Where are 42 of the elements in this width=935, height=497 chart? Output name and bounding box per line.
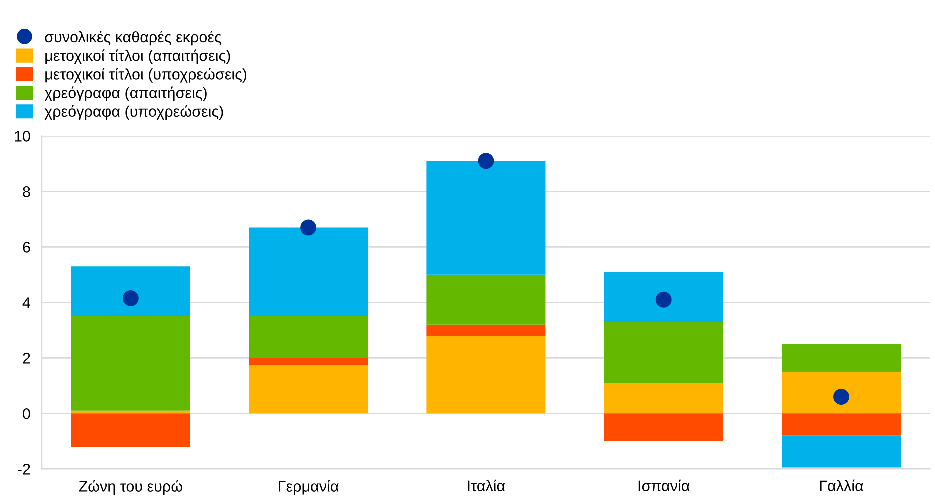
legend-label: συνολικές καθαρές εκροές	[45, 30, 222, 46]
bar	[71, 316, 190, 411]
bar	[426, 324, 546, 336]
y-tick-label: 10	[15, 131, 30, 142]
bar	[604, 414, 724, 442]
bar	[249, 316, 368, 358]
x-tick-label: Ζώνη του ευρώ	[79, 480, 182, 495]
bar	[71, 266, 190, 317]
bar	[426, 161, 546, 275]
bar	[782, 414, 902, 436]
y-tick-label: 6	[23, 242, 30, 253]
bar	[604, 383, 724, 414]
legend-label: μετοχικοί τίτλοι (απαιτήσεις)	[46, 50, 230, 64]
x-tick-label: Ισπανία	[638, 480, 690, 492]
y-tick-label: 4	[22, 298, 31, 308]
y-tick-label: 0	[23, 408, 30, 420]
bar	[249, 358, 368, 366]
bar	[426, 274, 546, 325]
bar	[71, 410, 190, 414]
x-tick-label: Ιταλία	[468, 480, 506, 492]
bar	[782, 344, 902, 372]
y-tick-label: 8	[23, 186, 30, 198]
legend-label: χρεόγραφα (απαιτήσεις)	[44, 86, 207, 102]
point	[656, 292, 672, 308]
point	[300, 220, 317, 236]
bar	[604, 272, 724, 322]
bar	[249, 228, 368, 317]
bar	[249, 365, 368, 414]
x-tick-label: Γερμανία	[279, 480, 339, 495]
y-tick-label: 2	[23, 353, 30, 364]
bar	[782, 372, 902, 414]
y-tick-label: -2	[18, 464, 30, 475]
legend-label: μετοχικοί τίτλοι (υποχρεώσεις)	[46, 68, 247, 83]
point	[478, 153, 494, 170]
bar	[426, 336, 546, 414]
point	[122, 290, 139, 306]
point	[834, 389, 850, 405]
bar	[71, 414, 190, 447]
legend-label: χρεόγραφα (υποχρεώσεις)	[44, 105, 224, 120]
bar	[604, 322, 724, 384]
x-tick-label: Γαλλία	[820, 480, 864, 492]
bar	[782, 436, 902, 468]
